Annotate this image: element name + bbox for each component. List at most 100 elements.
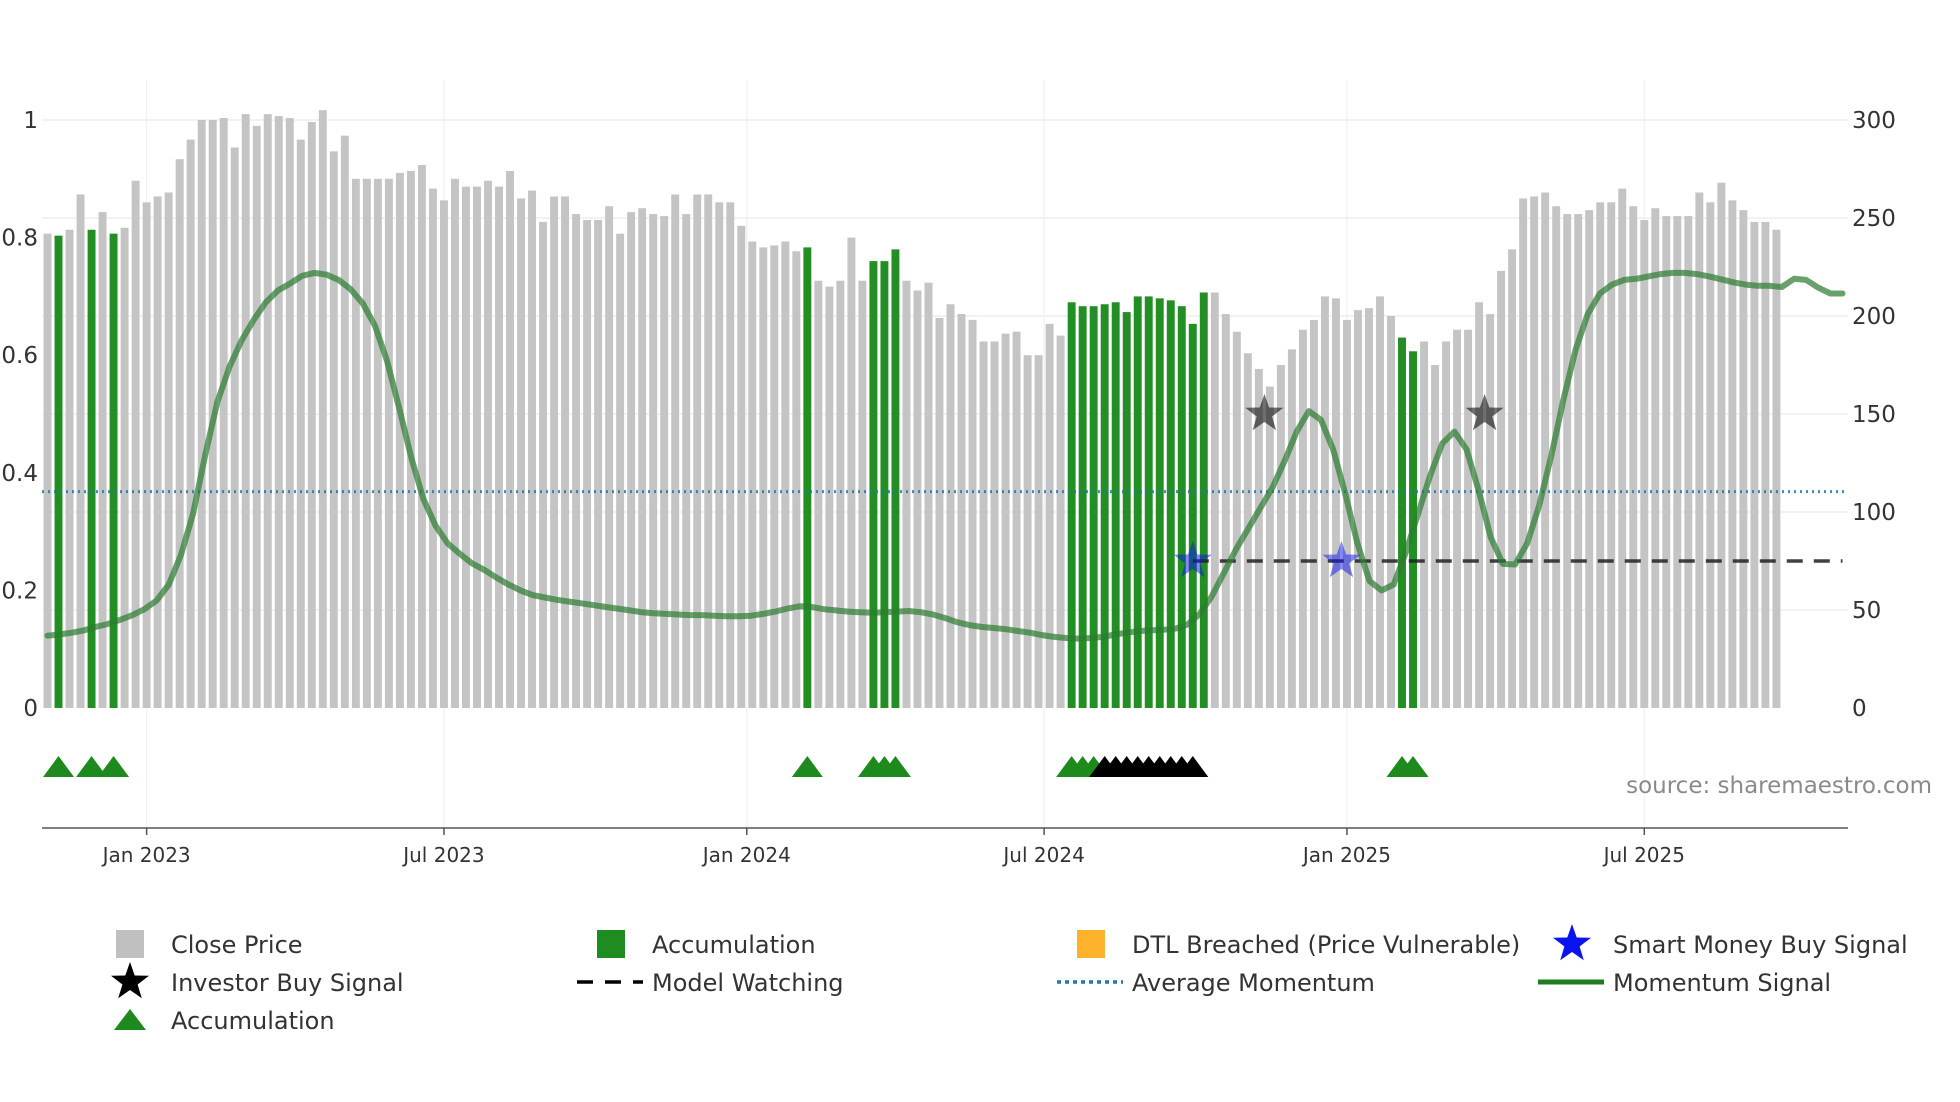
close-price-bar bbox=[748, 241, 757, 708]
close-price-bar bbox=[550, 196, 559, 708]
close-price-bar bbox=[417, 165, 426, 708]
close-price-bar bbox=[1232, 331, 1241, 708]
close-price-bar bbox=[219, 118, 228, 709]
x-tick-label: Jan 2024 bbox=[701, 843, 791, 867]
close-price-bar bbox=[957, 314, 966, 708]
legend-triangle-icon bbox=[114, 1009, 146, 1030]
close-price-bar bbox=[1210, 292, 1219, 708]
smart-money-buy-signal-star bbox=[1173, 541, 1212, 578]
close-price-bar bbox=[351, 178, 360, 709]
close-price-bar bbox=[759, 247, 768, 708]
close-price-bar bbox=[704, 194, 713, 709]
legend-star-icon bbox=[1553, 924, 1591, 961]
close-price-bar bbox=[814, 280, 823, 708]
signal-markers bbox=[43, 394, 1504, 777]
close-price-bar bbox=[1607, 202, 1616, 708]
close-price-bar bbox=[462, 186, 470, 708]
close-price-bar bbox=[539, 221, 548, 709]
close-price-bar bbox=[660, 216, 669, 709]
close-price-bar bbox=[990, 341, 999, 708]
left-tick-label: 0.8 bbox=[1, 226, 38, 252]
right-tick-label: 0 bbox=[1852, 696, 1867, 722]
close-price-bar bbox=[450, 178, 459, 709]
close-price-bar bbox=[605, 206, 614, 709]
signal-lines bbox=[42, 269, 1848, 642]
close-price-bar bbox=[715, 202, 724, 708]
legend-label: Accumulation bbox=[652, 931, 816, 959]
close-price-bar bbox=[1552, 206, 1561, 709]
close-price-bar bbox=[131, 180, 140, 708]
legend-label: Close Price bbox=[171, 931, 303, 959]
close-price-bar bbox=[1001, 333, 1010, 708]
left-tick-label: 0.2 bbox=[1, 578, 38, 604]
left-tick-label: 0.4 bbox=[1, 461, 38, 487]
close-price-bar bbox=[1287, 349, 1296, 708]
close-price-bar bbox=[1353, 310, 1362, 708]
close-price-bar bbox=[1431, 365, 1440, 708]
close-price-bar bbox=[1342, 319, 1351, 708]
close-price-bar bbox=[484, 180, 492, 708]
investor-buy-signal-star bbox=[1465, 394, 1504, 431]
close-price-bar bbox=[1739, 210, 1748, 708]
close-price-bar bbox=[572, 214, 581, 708]
close-price-bar bbox=[120, 227, 129, 709]
legend: Close Price Accumulation DTL Breached (Pri… bbox=[111, 924, 1908, 1035]
close-price-bar bbox=[307, 121, 316, 708]
close-price-bar bbox=[296, 139, 305, 709]
x-tick-label: Jan 2023 bbox=[101, 843, 191, 867]
right-tick-label: 50 bbox=[1852, 598, 1881, 624]
accumulation-bar bbox=[109, 233, 118, 708]
accumulation-marker bbox=[76, 756, 108, 777]
x-tick-label: Jul 2024 bbox=[1001, 843, 1084, 867]
model-marker bbox=[1177, 756, 1209, 777]
accumulation-bar bbox=[891, 249, 900, 709]
close-price-bar bbox=[1298, 329, 1307, 708]
close-price-bar bbox=[373, 178, 382, 709]
accumulation-bar bbox=[1133, 296, 1142, 708]
close-price-bar bbox=[1475, 302, 1484, 708]
close-price-bar bbox=[1640, 219, 1649, 708]
close-price-bar bbox=[1365, 308, 1373, 708]
close-price-bar bbox=[1651, 208, 1660, 708]
close-price-bar bbox=[1761, 221, 1770, 709]
close-price-bar bbox=[1309, 319, 1318, 708]
close-price-bar bbox=[1012, 331, 1021, 708]
close-price-bar bbox=[1387, 316, 1395, 708]
accumulation-bar bbox=[1398, 337, 1406, 708]
close-price-bar bbox=[153, 196, 162, 708]
close-price-bar bbox=[1673, 216, 1682, 709]
accumulation-bar bbox=[1166, 300, 1175, 708]
close-price-bar bbox=[1376, 296, 1384, 708]
close-price-bar bbox=[98, 212, 107, 708]
close-price-bar bbox=[164, 192, 173, 708]
left-tick-label: 0.6 bbox=[1, 343, 38, 369]
close-price-bar bbox=[1541, 192, 1550, 708]
close-price-bar bbox=[902, 280, 911, 708]
accumulation-bar bbox=[1122, 312, 1131, 708]
close-price-bar bbox=[340, 135, 349, 708]
accumulation-bar bbox=[1155, 298, 1164, 708]
legend-label: Average Momentum bbox=[1132, 969, 1375, 997]
source-label: source: sharemaestro.com bbox=[1626, 773, 1932, 799]
close-price-bar bbox=[329, 151, 338, 709]
close-price-bar bbox=[1728, 200, 1737, 709]
close-price-bar bbox=[1034, 355, 1043, 708]
accumulation-bar bbox=[803, 247, 812, 708]
accumulation-bar bbox=[87, 229, 96, 708]
close-price-bar bbox=[1056, 335, 1065, 708]
close-price-bar bbox=[1276, 365, 1285, 708]
close-price-bar bbox=[583, 219, 592, 708]
legend-label: Smart Money Buy Signal bbox=[1613, 931, 1908, 959]
close-price-bar bbox=[1629, 206, 1638, 709]
accumulation-bar bbox=[54, 235, 63, 708]
close-price-bar bbox=[318, 110, 327, 708]
legend-label: Model Watching bbox=[652, 969, 844, 997]
close-price-bar bbox=[263, 114, 272, 709]
close-price-bar bbox=[1442, 341, 1451, 708]
legend-label: Investor Buy Signal bbox=[171, 969, 404, 997]
close-price-bar bbox=[395, 172, 404, 709]
accumulation-bar bbox=[1089, 306, 1098, 708]
accumulation-marker bbox=[879, 756, 911, 777]
accumulation-bar bbox=[880, 261, 889, 708]
accumulation-bar bbox=[1100, 304, 1109, 708]
